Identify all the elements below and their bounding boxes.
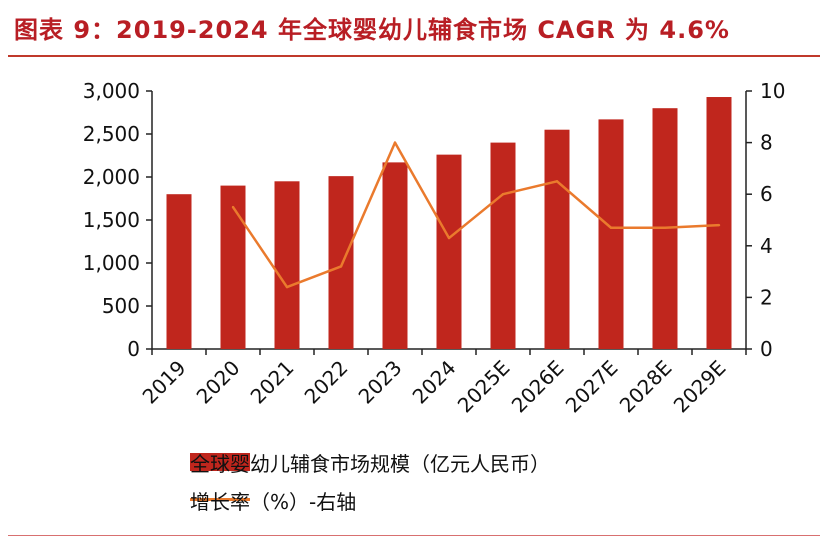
y-left-tick-label: 3,000 [83,79,140,103]
bar [328,176,354,349]
growth-point [339,265,343,268]
growth-point [717,223,721,227]
growth-point [285,285,289,289]
y-right-tick-label: 2 [760,285,773,309]
y-right-tick-label: 0 [760,337,773,361]
y-right-tick-label: 10 [760,79,785,103]
growth-point [501,193,505,196]
title-divider [8,55,820,57]
legend-line-swatch [190,498,250,501]
y-left-tick-label: 1,000 [83,251,140,275]
growth-point [609,226,613,229]
y-left-tick-label: 1,500 [83,208,140,232]
line-series [231,141,721,289]
y-right-tick-label: 4 [760,234,773,258]
x-tick-label: 2026E [507,356,569,418]
y-right-tick-label: 6 [760,182,773,206]
x-tick-label: 2028E [615,356,677,418]
bar [166,194,192,349]
y-left-tick-label: 500 [102,294,140,318]
bar [274,181,300,349]
page-title: 图表 9：2019-2024 年全球婴幼儿辅食市场 CAGR 为 4.6% [14,16,730,44]
y-left-tick-label: 0 [127,337,140,361]
legend-bar-label: 全球婴幼儿辅食市场规模（亿元人民币） [190,452,550,476]
y-right-tick-label: 8 [760,131,773,155]
x-tick-label: 2025E [453,356,515,418]
x-tick-label: 2029E [669,356,731,418]
legend-line-label: 增长率（%）-右轴 [190,490,357,514]
growth-point [447,236,451,240]
bar-series [166,97,732,350]
growth-point [393,141,397,144]
growth-line [231,141,720,289]
y-left-tick-label: 2,500 [83,122,140,146]
growth-point [231,205,235,209]
x-tick-label: 2027E [561,356,623,418]
bottom-divider [8,535,820,536]
x-tick-label: 2020 [192,356,245,409]
growth-point [663,226,667,229]
bar [490,142,516,349]
x-tick-label: 2023 [354,356,407,409]
y-left-tick-label: 2,000 [83,165,140,189]
x-tick-label: 2022 [300,356,353,409]
bar [382,162,408,349]
bar [598,119,624,349]
bar [220,185,246,349]
legend-bar-swatch [190,453,250,471]
bar [706,97,732,350]
x-tick-label: 2021 [246,356,299,409]
bar [544,129,570,349]
bar [436,154,462,349]
growth-point [555,180,559,183]
x-tick-label: 2019 [138,356,191,409]
